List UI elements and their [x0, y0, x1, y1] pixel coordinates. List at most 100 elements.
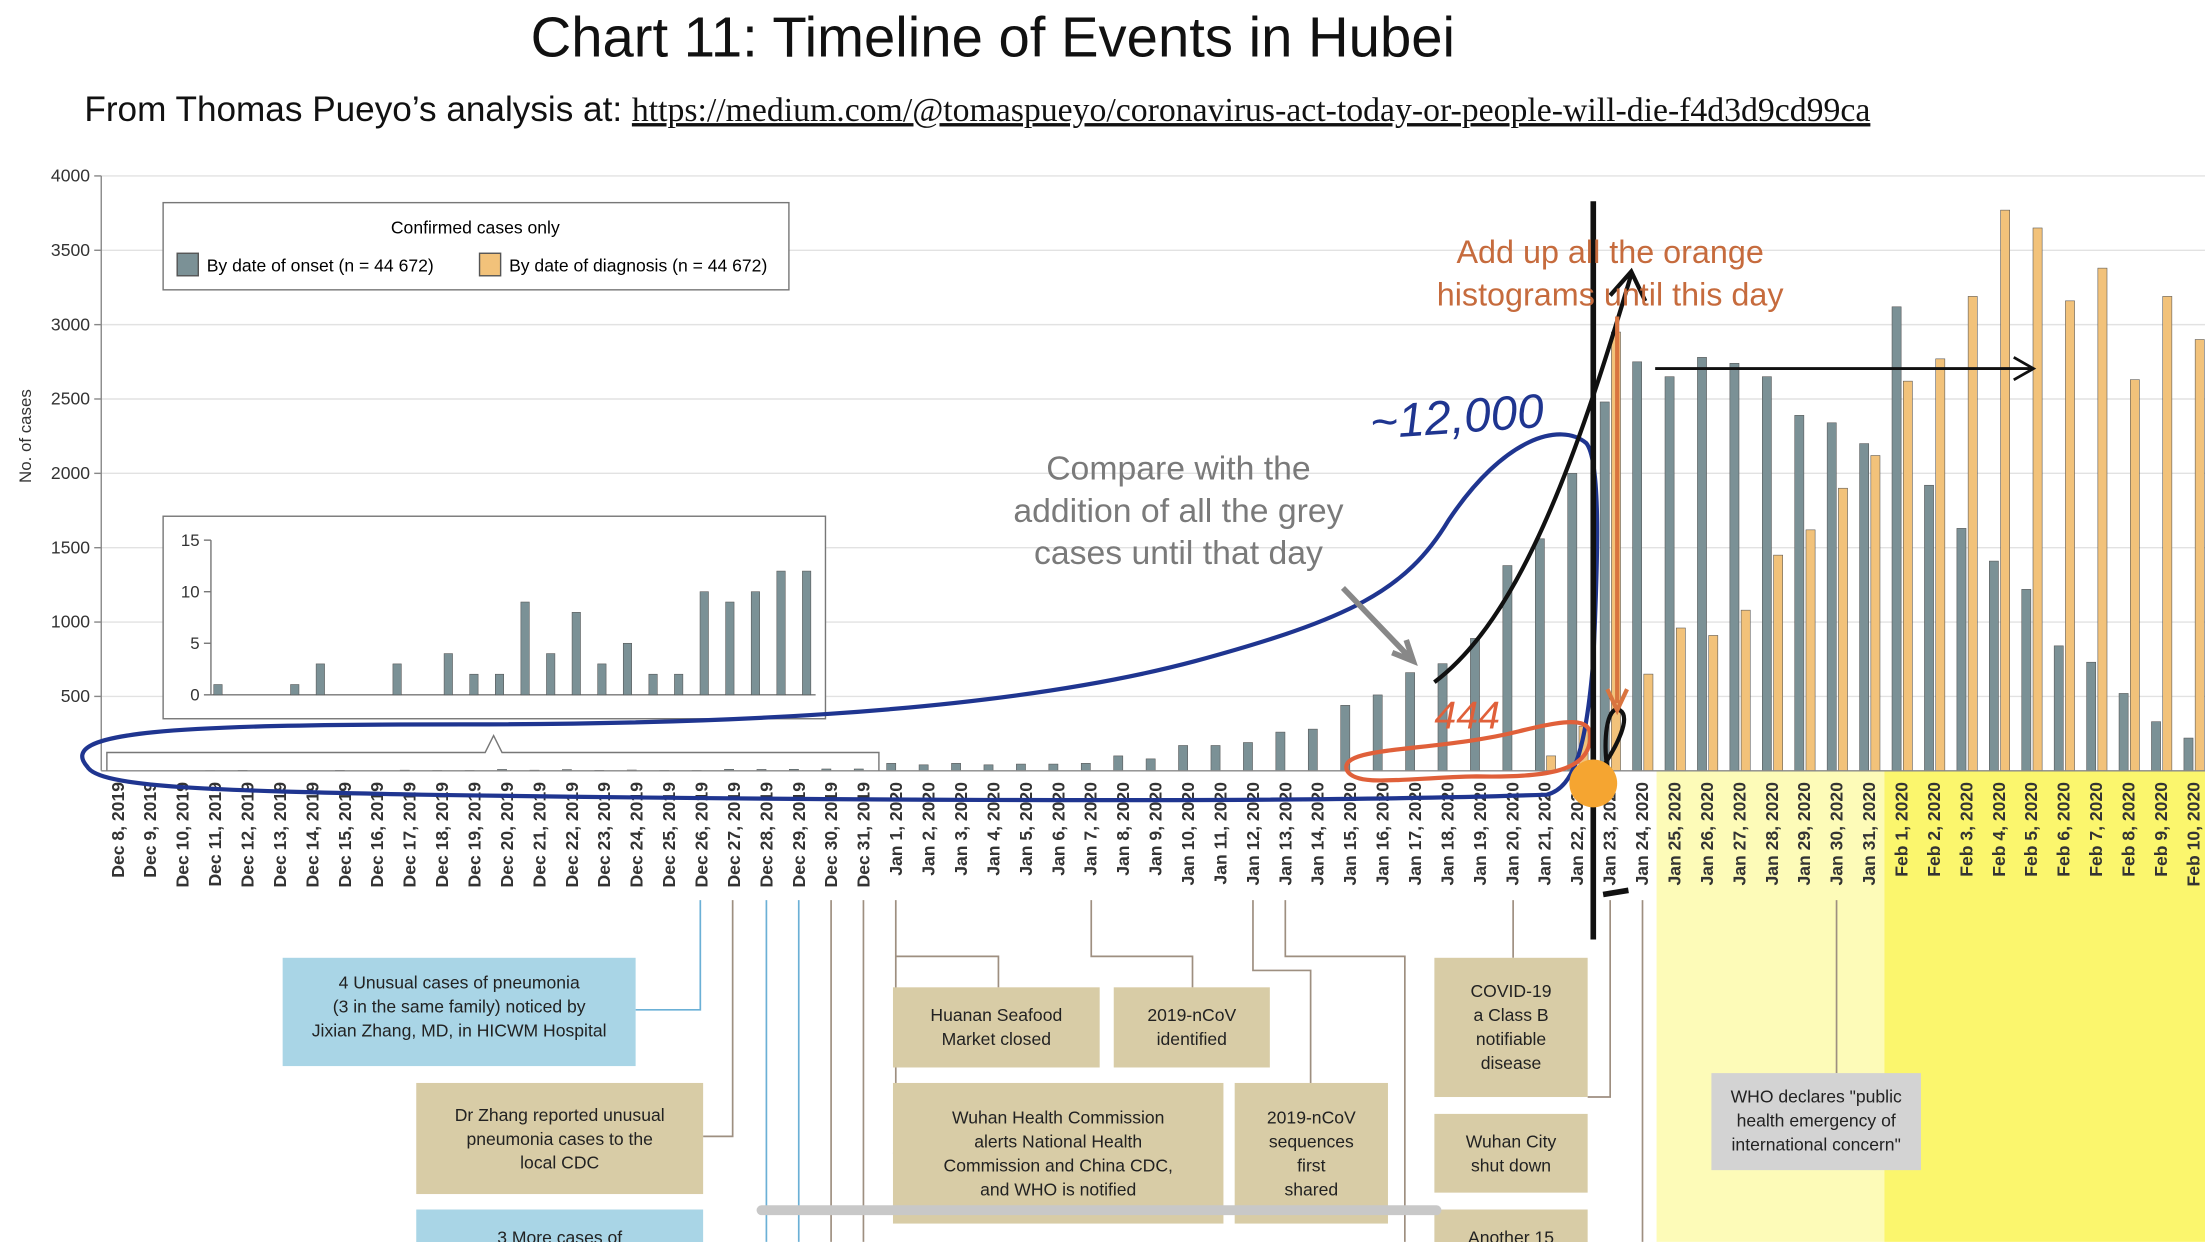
x-tick-label: Dec 9, 2019 [140, 782, 160, 878]
x-tick-label: Dec 16, 2019 [367, 782, 387, 888]
bar [1675, 627, 1686, 772]
event-box [416, 1209, 704, 1242]
bar [1708, 635, 1719, 772]
bar [1372, 694, 1383, 772]
event-text: pneumonia cases to the [466, 1129, 652, 1149]
connectors [703, 900, 1838, 1242]
bar [725, 601, 735, 696]
event-text: and WHO is notified [980, 1179, 1136, 1199]
bar [983, 764, 994, 772]
bar [1643, 673, 1654, 772]
x-tick-label: Feb 1, 2020 [1891, 782, 1911, 877]
annotation: addition of all the grey [1013, 492, 1343, 530]
y-tick-label: 500 [61, 686, 91, 706]
event-text: (3 in the same family) noticed by [333, 997, 586, 1017]
bar [2151, 721, 2161, 772]
x-tick-label: Feb 5, 2020 [2021, 782, 2041, 877]
event-text: alerts National Health [974, 1132, 1142, 1152]
bar [1859, 443, 1870, 772]
x-tick-label: Jan 3, 2020 [951, 782, 971, 876]
event-text: Another 15 [1468, 1227, 1554, 1242]
bar [1697, 357, 1707, 772]
x-tick-label: Jan 31, 2020 [1859, 782, 1879, 886]
event-text: local CDC [520, 1153, 599, 1173]
bar [392, 663, 402, 696]
x-tick-label: Jan 10, 2020 [1178, 782, 1198, 886]
x-tick-label: Dec 8, 2019 [108, 782, 128, 878]
y-tick-label: 0 [190, 685, 199, 704]
event-text: COVID-19 [1471, 981, 1552, 1001]
bar [1935, 358, 1946, 772]
event-box [1113, 987, 1270, 1068]
bar [1599, 401, 1610, 772]
bar [1243, 742, 1253, 772]
event-text: 4 Unusual cases of pneumonia [339, 973, 580, 993]
x-tick-label: Feb 8, 2020 [2119, 782, 2139, 877]
y-tick-label: 1000 [51, 612, 90, 632]
bar [1838, 487, 1848, 772]
bar [571, 612, 581, 696]
bar [802, 570, 812, 696]
bar [674, 673, 684, 696]
bar [597, 663, 607, 696]
event-text: shut down [1471, 1156, 1551, 1176]
event-box [1434, 1113, 1588, 1193]
bar [648, 673, 658, 696]
legend-swatch [478, 252, 502, 277]
y-tick-label: 3500 [51, 240, 90, 260]
x-tick-label: Dec 31, 2019 [854, 782, 874, 888]
x-tick-label: Jan 27, 2020 [1729, 782, 1749, 886]
pen-mark [1601, 707, 1627, 768]
bar [1534, 538, 1545, 772]
x-tick-label: Dec 12, 2019 [237, 782, 257, 888]
event-box [892, 987, 1100, 1068]
x-labels: Dec 8, 2019 Dec 9, 2019 Dec 10, 2019 Dec 11… [108, 782, 2204, 888]
x-tick-label: Dec 20, 2019 [497, 782, 517, 888]
connectors-blue [635, 900, 800, 1242]
bar [1891, 306, 1902, 772]
x-tick-label: Jan 7, 2020 [1081, 782, 1101, 876]
event-box [1711, 1073, 1921, 1171]
x-tick-label: Jan 26, 2020 [1697, 782, 1717, 886]
x-tick-label: Jan 22, 2020 [1567, 782, 1587, 886]
y-tick-label: 3000 [51, 314, 90, 334]
x-tick-label: Jan 29, 2020 [1794, 782, 1814, 886]
event-text: Commission and China CDC, [944, 1156, 1173, 1176]
link[interactable]: https://medium.com/@tomaspueyo/coronavir… [632, 92, 1871, 129]
bar [469, 673, 479, 696]
x-tick-label: Jan 18, 2020 [1437, 782, 1457, 886]
bar [918, 764, 929, 772]
bar [1762, 376, 1772, 772]
event-text: disease [1481, 1053, 1542, 1073]
bar [1210, 745, 1221, 772]
legend-title: Confirmed cases only [391, 218, 560, 238]
bar [1145, 758, 1156, 772]
inset-chart: 0 5 10 15 [181, 531, 812, 704]
y-tick-label: 5 [190, 634, 199, 653]
event-box [1434, 1209, 1588, 1242]
x-tick-label: Jan 23, 2020 [1600, 782, 1620, 886]
x-tick-label: Jan 21, 2020 [1535, 782, 1555, 886]
bar [2086, 661, 2097, 772]
x-tick-label: Dec 13, 2019 [270, 782, 290, 888]
event-text: Wuhan Health Commission [952, 1108, 1164, 1128]
x-tick-label: Jan 11, 2020 [1210, 782, 1230, 885]
bar [886, 763, 897, 772]
bar [1924, 484, 1934, 772]
bar [2194, 339, 2205, 772]
event-text: first [1297, 1156, 1325, 1176]
x-tick-label: Dec 24, 2019 [627, 782, 647, 888]
notes: Add up all the orange histograms until th… [1013, 234, 1784, 737]
event-text: 3 More cases of [497, 1227, 622, 1242]
x-tick-label: Dec 10, 2019 [173, 782, 193, 888]
x-tick-label: Dec 11, 2019 [205, 782, 225, 887]
bar [1048, 763, 1059, 772]
bar [2032, 227, 2043, 772]
scrollbar [756, 1205, 1442, 1216]
x-tick-label: Dec 28, 2019 [756, 782, 776, 888]
bar [951, 763, 961, 772]
bar [699, 591, 709, 696]
bar [2162, 296, 2173, 772]
x-tick-label: Dec 22, 2019 [562, 782, 582, 888]
